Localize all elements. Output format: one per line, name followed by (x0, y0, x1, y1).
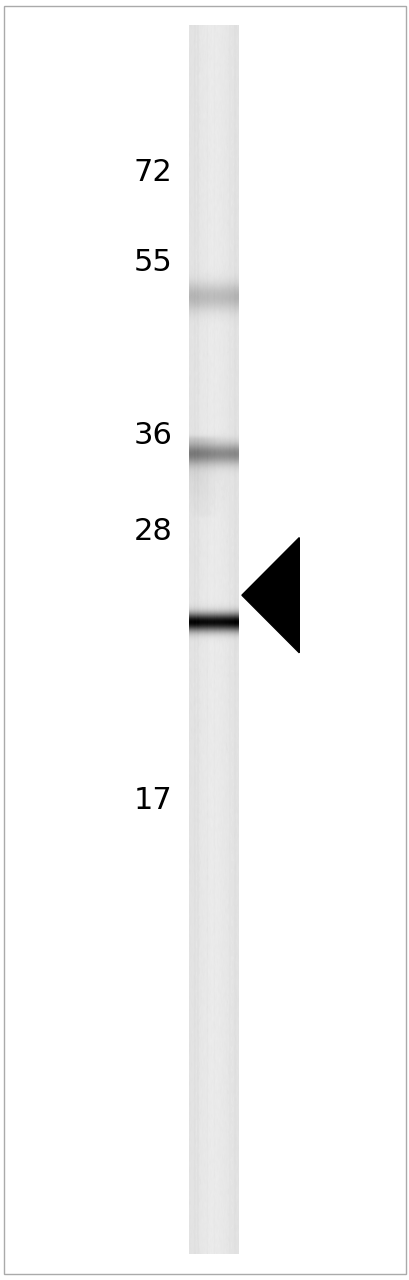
Text: 36: 36 (133, 421, 172, 449)
Text: 17: 17 (133, 786, 172, 814)
Text: 55: 55 (133, 248, 172, 276)
Text: 72: 72 (133, 159, 172, 187)
Polygon shape (241, 538, 299, 653)
Text: 28: 28 (133, 517, 172, 545)
